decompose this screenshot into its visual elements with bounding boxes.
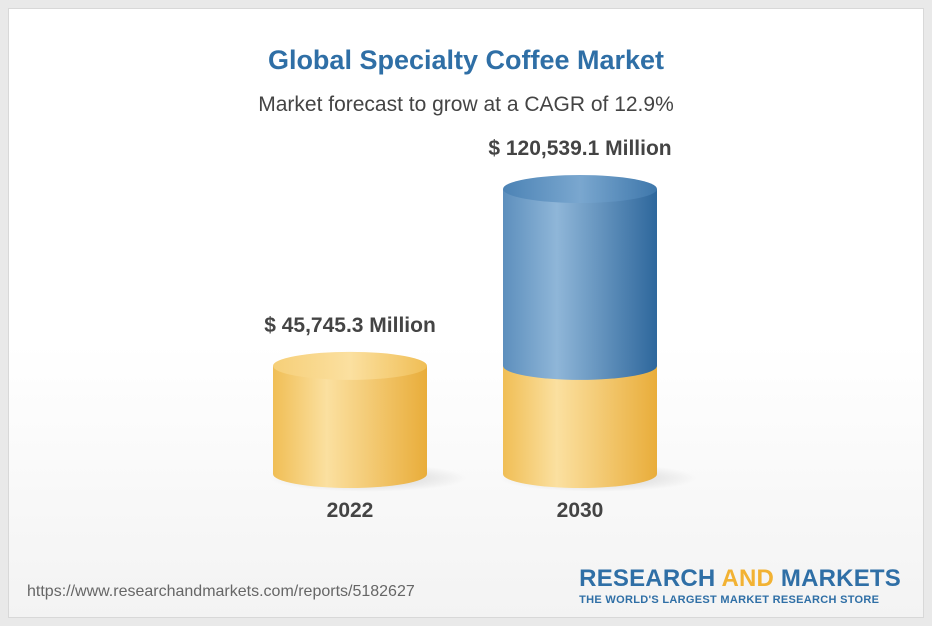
chart-card: Global Specialty Coffee Market Market fo… [8, 8, 924, 618]
category-label-2022: 2022 [327, 499, 374, 522]
bar-base-2030 [503, 365, 657, 488]
chart-subtitle: Market forecast to grow at a CAGR of 12.… [258, 93, 674, 116]
value-label-2030: $ 120,539.1 Million [488, 137, 671, 160]
chart-title: Global Specialty Coffee Market [267, 45, 665, 75]
brand-word-research: RESEARCH [579, 565, 716, 592]
value-label-2022: $ 45,745.3 Million [264, 314, 436, 337]
cylinder-chart: $ 45,745.3 Million 2022 $ 120,539.1 Millio… [264, 137, 697, 522]
brand-word-and: AND [721, 565, 775, 592]
bar-growth-2030 [503, 189, 657, 380]
bar-top-2030 [503, 175, 657, 203]
category-label-2030: 2030 [557, 499, 604, 522]
source-url[interactable]: https://www.researchandmarkets.com/repor… [27, 583, 415, 600]
bar-top-2022 [273, 351, 427, 380]
brand-logo[interactable]: RESEARCH AND MARKETS THE WORLD'S LARGEST… [579, 565, 901, 606]
brand-tagline: THE WORLD'S LARGEST MARKET RESEARCH STOR… [579, 594, 880, 606]
brand-word-markets: MARKETS [780, 565, 901, 592]
bar-base-2022 [273, 365, 427, 488]
